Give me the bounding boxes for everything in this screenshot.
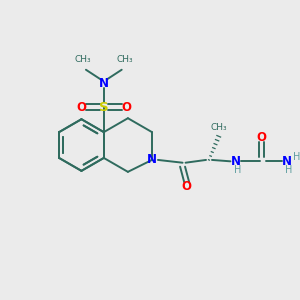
Text: O: O (182, 180, 192, 193)
Text: H: H (293, 152, 300, 162)
Text: H: H (234, 165, 241, 175)
Text: H: H (285, 165, 292, 175)
Text: O: O (257, 131, 267, 144)
Text: S: S (99, 100, 109, 114)
Text: N: N (282, 155, 292, 168)
Text: CH₃: CH₃ (75, 55, 91, 64)
Text: CH₃: CH₃ (116, 55, 133, 64)
Text: O: O (76, 100, 87, 114)
Text: O: O (121, 100, 131, 114)
Text: N: N (147, 153, 157, 167)
Text: CH₃: CH₃ (210, 123, 227, 132)
Text: N: N (99, 77, 109, 90)
Text: N: N (230, 155, 240, 168)
